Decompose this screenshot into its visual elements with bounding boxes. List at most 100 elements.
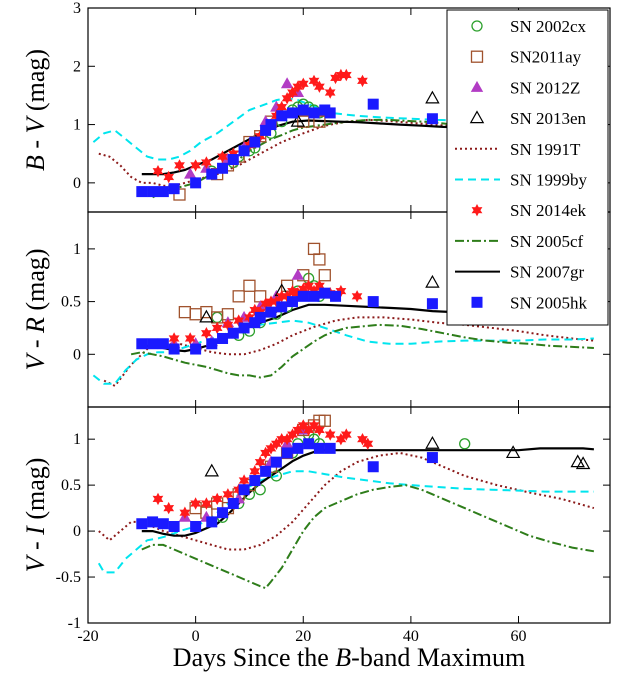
data-point-sn-2005hk (227, 154, 239, 166)
data-point-sn-2014ek (340, 68, 352, 82)
data-point-sn-2014ek (152, 165, 164, 178)
data-point-sn-2014ek (211, 321, 223, 335)
data-point-sn-2014ek (233, 314, 244, 327)
data-point-sn-2005hk (276, 110, 288, 122)
data-point-sn-2014ek (184, 332, 196, 345)
legend-label: SN2011ay (510, 48, 582, 67)
data-point-sn-2005hk (265, 119, 277, 131)
data-point-sn2011ay (178, 305, 192, 319)
legend-symbol-sn-2014ek (471, 204, 483, 217)
data-point-sn-2014ek (260, 446, 271, 460)
x-tick-label: -20 (77, 628, 98, 645)
y-axis-label-part: (mag) (21, 49, 50, 118)
data-point-sn-2014ek (335, 68, 347, 82)
data-point-sn-2005hk (297, 104, 309, 116)
data-point-sn-2014ek (281, 92, 293, 105)
y-axis-label-vr: V - R (mag) (21, 248, 50, 370)
data-point-sn-2014ek (249, 303, 261, 317)
data-point-sn-2005hk (136, 338, 148, 350)
data-point-sn-2005hk (206, 168, 218, 180)
data-point-sn-2005hk (308, 290, 320, 302)
legend-label: SN 1999by (510, 171, 587, 190)
data-point-sn-2002cx (254, 484, 266, 496)
data-point-sn-2005hk (217, 332, 229, 344)
data-point-sn-2014ek (324, 428, 336, 441)
data-point-sn-2014ek (227, 147, 239, 160)
y-axis-label-part: (mag) (21, 458, 50, 527)
data-point-sn2011ay (243, 279, 256, 292)
data-point-sn-2014ek (254, 130, 266, 143)
data-point-sn-2013en (505, 445, 521, 459)
data-point-sn-2014ek (163, 170, 175, 184)
y-axis-label-part: V (21, 352, 50, 371)
data-point-sn2011ay (307, 242, 321, 256)
data-point-sn-2014ek (201, 156, 212, 169)
data-point-sn-2013en (199, 309, 214, 323)
data-point-sn-2005hk (426, 113, 438, 125)
legend-label: SN 2005cf (510, 232, 584, 251)
y-axis-label-part: - (21, 333, 50, 355)
data-point-sn-2014ek (265, 442, 277, 455)
data-point-sn-2014ek (276, 290, 288, 303)
y-tick-label: 1 (73, 117, 81, 134)
data-point-sn-2014ek (190, 497, 201, 510)
y-tick-label: 0 (73, 175, 81, 192)
data-point-sn-2005hk (260, 124, 272, 136)
data-point-sn-2014ek (335, 433, 347, 446)
data-point-sn-2005hk (276, 301, 288, 313)
data-point-sn-2014ek (152, 492, 164, 506)
y-axis-label-part: R (21, 317, 50, 334)
data-point-sn-2014ek (238, 474, 250, 487)
data-point-sn-2014ek (174, 159, 185, 172)
data-point-sn-2014ek (297, 282, 309, 296)
y-axis-label-part: (mag) (21, 248, 50, 317)
data-point-sn-2013en (425, 436, 440, 449)
legend-label: SN 2002cx (510, 17, 587, 36)
data-point-sn-2014ek (179, 506, 191, 519)
data-point-sn-2014ek (222, 488, 234, 501)
data-point-sn-2014ek (287, 428, 298, 441)
data-point-sn2011ay (232, 290, 245, 303)
data-point-sn-2005hk (308, 107, 320, 119)
y-tick-label: 0 (73, 523, 81, 540)
data-point-sn-2014ek (308, 419, 320, 432)
data-point-sn-2014ek (287, 284, 298, 298)
y-tick-label: -0.5 (56, 569, 81, 586)
legend-symbol-sn-2005hk (471, 296, 483, 308)
data-point-sn-2014ek (292, 423, 304, 437)
legend-label: SN 2014ek (510, 201, 587, 220)
series-line-sn-1991t (98, 451, 595, 551)
x-tick-label: 20 (295, 628, 311, 645)
data-point-sn-2014ek (324, 86, 336, 99)
data-point-sn-2014ek (308, 74, 320, 88)
data-point-sn-2014ek (314, 279, 325, 292)
data-point-sn-2005hk (147, 186, 159, 198)
data-point-sn-2013en (570, 454, 585, 468)
data-point-sn-2005hk (147, 338, 159, 350)
data-point-sn-2012z (184, 167, 197, 179)
data-point-sn-2005hk (206, 516, 218, 528)
data-point-sn-2014ek (357, 433, 368, 446)
data-point-sn-2014ek (340, 428, 352, 441)
data-point-sn-2014ek (211, 492, 223, 506)
legend-symbol-sn-2012z (470, 80, 484, 92)
data-point-sn-2005hk (190, 177, 202, 189)
legend-label: SN 2007gr (510, 263, 584, 282)
data-point-sn-2005hk (286, 107, 298, 119)
y-axis-label-bv: B - V (mag) (21, 49, 50, 171)
data-point-sn-2005hk (297, 290, 309, 302)
legend-label: SN 1991T (510, 140, 581, 159)
data-point-sn2011ay (313, 253, 326, 266)
series-line-sn-2005cf (141, 484, 595, 590)
data-point-sn2011ay (318, 269, 331, 282)
panel-vr-data (92, 242, 595, 388)
series-line-sn-2005cf (130, 323, 594, 379)
y-axis-label-part: V (21, 553, 50, 572)
y-tick-label: 0 (73, 346, 81, 363)
data-point-sn-2014ek (276, 433, 288, 446)
data-point-sn-2005hk (367, 461, 379, 473)
legend-symbol-sn-2013en (469, 110, 485, 124)
data-point-sn-2014ek (201, 497, 212, 510)
